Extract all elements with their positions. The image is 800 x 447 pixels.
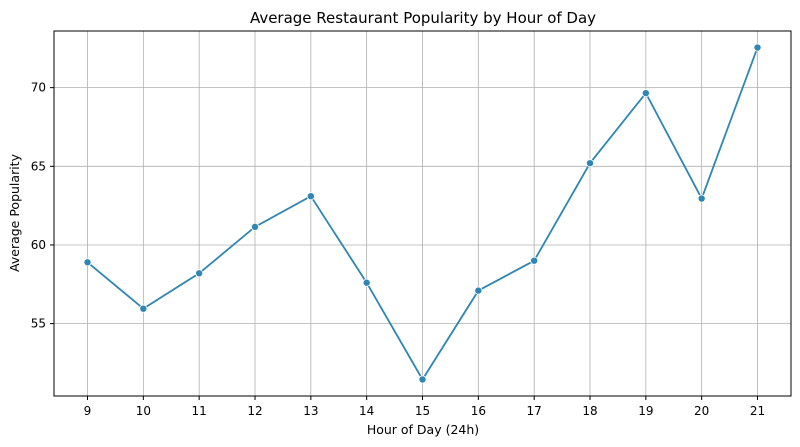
y-tick-label: 55: [31, 317, 46, 331]
x-tick-label: 13: [303, 404, 318, 418]
data-point: [753, 43, 762, 52]
chart-title: Average Restaurant Popularity by Hour of…: [250, 9, 596, 27]
data-point: [195, 269, 204, 278]
data-point: [83, 258, 92, 267]
y-axis: 55 60 65 70: [31, 81, 54, 331]
x-tick-label: 10: [136, 404, 151, 418]
data-point: [250, 222, 259, 231]
x-tick-label: 15: [415, 404, 430, 418]
x-tick-label: 18: [582, 404, 597, 418]
y-tick-label: 60: [31, 238, 46, 252]
data-point: [697, 194, 706, 203]
x-tick-label: 17: [527, 404, 542, 418]
x-axis-label: Hour of Day (24h): [367, 422, 479, 437]
x-axis: 9 10 11 12 13 14 15 16 17 18 19 20 21: [84, 396, 765, 418]
grid: [54, 31, 791, 396]
data-point: [139, 304, 148, 313]
data-point: [586, 159, 595, 168]
data-point: [362, 278, 371, 287]
data-point: [418, 375, 427, 384]
x-tick-label: 11: [192, 404, 207, 418]
x-tick-label: 19: [638, 404, 653, 418]
data-point: [474, 286, 483, 295]
x-tick-label: 12: [247, 404, 262, 418]
x-tick-label: 14: [359, 404, 374, 418]
x-tick-label: 21: [750, 404, 765, 418]
y-axis-label: Average Popularity: [7, 153, 22, 272]
y-tick-label: 70: [31, 81, 46, 95]
data-point: [530, 256, 539, 265]
data-point: [306, 192, 315, 201]
y-tick-label: 65: [31, 159, 46, 173]
x-tick-label: 9: [84, 404, 92, 418]
x-tick-label: 20: [694, 404, 709, 418]
series-layer: [83, 43, 762, 384]
x-tick-label: 16: [471, 404, 486, 418]
data-point: [641, 89, 650, 98]
